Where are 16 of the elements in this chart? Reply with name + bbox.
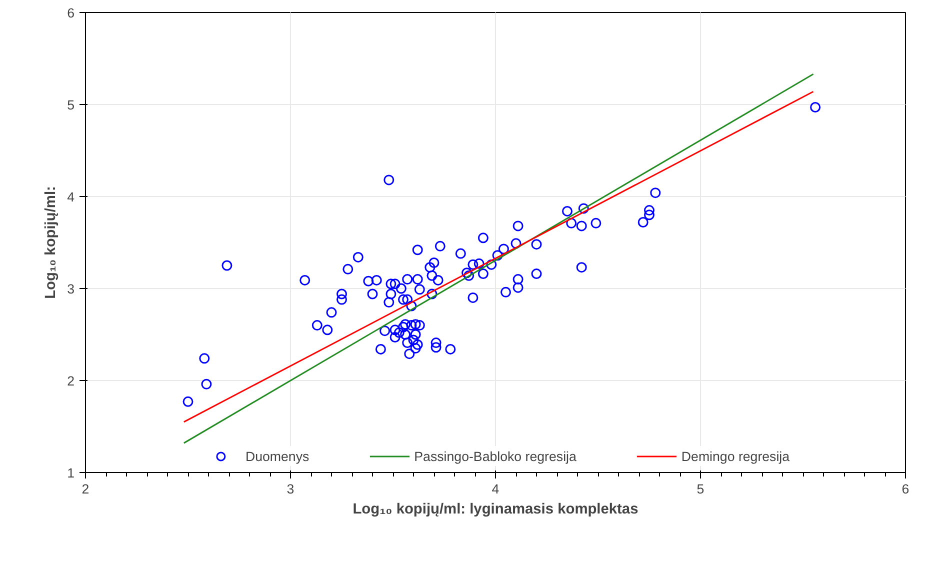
x-tick-label: 6 [902,482,910,496]
x-tick-label: 2 [82,482,90,496]
x-tick-label: 3 [286,482,294,496]
legend-label: Duomenys [245,448,310,464]
y-tick-label: 5 [67,98,75,112]
x-tick-label: 5 [696,482,704,496]
x-tick-label: 4 [492,482,500,496]
y-tick-label: 4 [67,190,76,204]
y-tick-label: 2 [67,374,75,388]
y-tick-label: 6 [67,6,75,20]
y-tick-label: 3 [67,282,75,296]
legend-label: Passingo-Babloko regresija [414,448,576,464]
y-tick-label: 1 [67,466,75,480]
x-axis-title: Log₁₀ kopijų/ml: lyginamasis komplektas [352,502,638,518]
y-axis-title: Log₁₀ kopijų/ml: [43,186,60,299]
legend-label: Demingo regresija [681,448,790,464]
